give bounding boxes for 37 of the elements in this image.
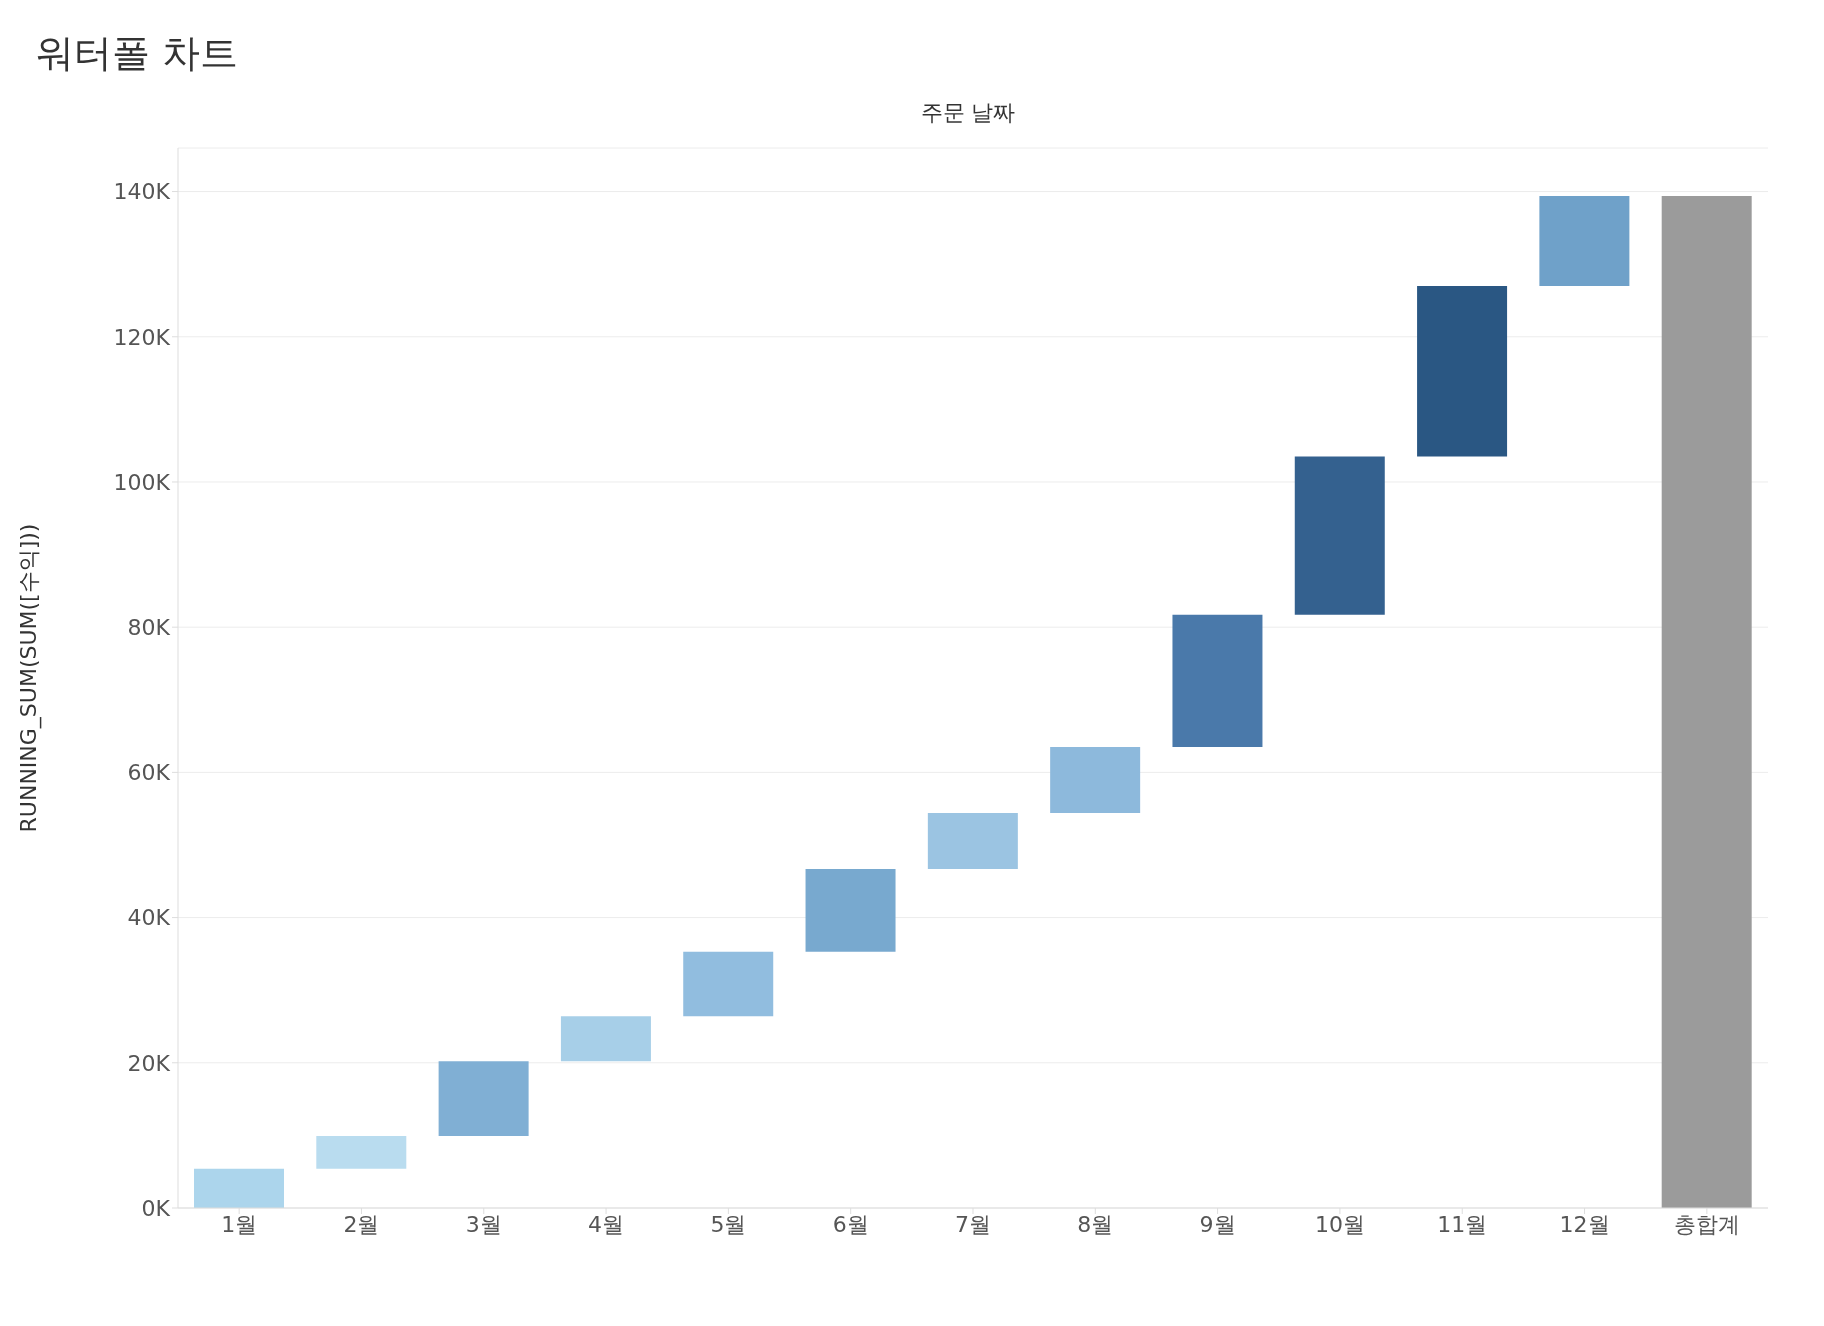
bar — [1539, 195, 1630, 286]
chart-title: 워터폴 차트 — [35, 30, 240, 77]
y-tick-label: 60K — [127, 760, 171, 786]
bar — [194, 1168, 284, 1208]
y-tick-label: 20K — [127, 1050, 171, 1076]
bar — [1050, 746, 1141, 814]
y-tick-label: 40K — [127, 905, 171, 931]
y-tick-label: 140K — [113, 179, 171, 205]
x-tick-label: 8월 — [1077, 1211, 1114, 1237]
bar — [805, 868, 896, 952]
bar — [560, 1016, 651, 1062]
bar — [683, 951, 774, 1017]
y-tick-label: 80K — [127, 614, 171, 640]
bar — [1294, 456, 1385, 615]
x-tick-label: 총합계 — [1673, 1211, 1740, 1237]
bar — [316, 1136, 407, 1169]
y-tick-label: 100K — [113, 469, 171, 495]
bar — [438, 1061, 529, 1137]
y-axis-title: RUNNING_SUM(SUM([수익])) — [15, 523, 42, 833]
bar — [927, 813, 1018, 869]
x-tick-label: 11월 — [1437, 1211, 1488, 1237]
bar — [1417, 285, 1508, 457]
y-tick-label: 120K — [113, 324, 171, 350]
y-tick-label: 0K — [141, 1195, 171, 1221]
bar — [1661, 195, 1752, 1208]
x-tick-label: 3월 — [465, 1211, 502, 1237]
x-tick-label: 12월 — [1559, 1211, 1610, 1237]
x-tick-label: 1월 — [221, 1211, 258, 1237]
x-tick-label: 5월 — [710, 1211, 747, 1237]
x-tick-label: 9월 — [1199, 1211, 1236, 1237]
x-tick-label: 2월 — [343, 1211, 380, 1237]
x-tick-label: 7월 — [955, 1211, 991, 1237]
x-tick-label: 6월 — [832, 1211, 869, 1237]
x-tick-label: 10월 — [1314, 1211, 1365, 1237]
x-tick-label: 4월 — [588, 1211, 625, 1237]
x-axis-title: 주문 날짜 — [919, 99, 1017, 127]
bar — [1172, 614, 1263, 747]
